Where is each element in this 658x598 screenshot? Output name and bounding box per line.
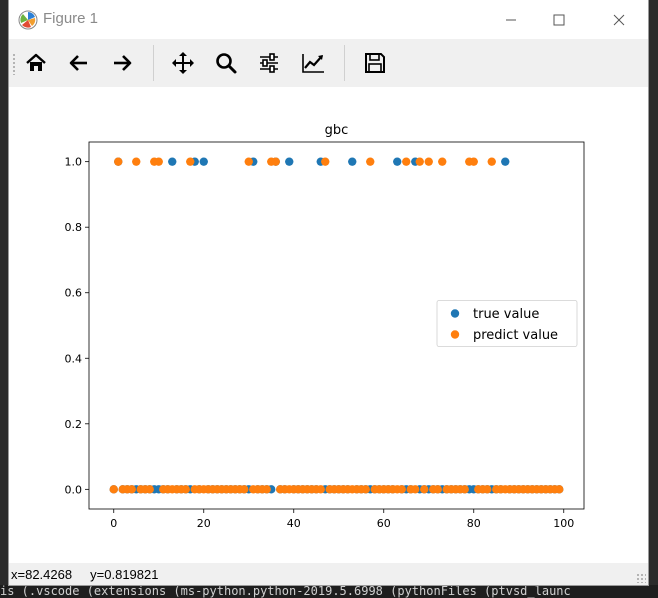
- close-icon: [613, 14, 625, 25]
- legend-entry: predict value: [473, 328, 558, 343]
- y-tick-label: 0.4: [65, 352, 83, 365]
- predict-value-point: [127, 485, 136, 494]
- background-editor-right: [648, 0, 658, 597]
- predict-value-point: [262, 485, 271, 494]
- x-tick-label: 0: [110, 517, 117, 530]
- toolbar-grip[interactable]: [12, 53, 16, 75]
- pan-button[interactable]: [165, 45, 201, 81]
- predict-value-point: [397, 485, 406, 494]
- background-terminal: [0, 585, 658, 597]
- x-tick-label: 20: [197, 517, 211, 530]
- predict-value-point: [109, 485, 118, 494]
- legend-box: [436, 300, 578, 347]
- legend-marker: [450, 309, 460, 318]
- background-terminal-text: is (.vscode (extensions (ms-python.pytho…: [0, 584, 571, 598]
- predict-value-point: [316, 485, 325, 494]
- predict-value-point: [433, 485, 442, 494]
- matplotlib-logo-icon: [18, 10, 38, 30]
- cursor-x-readout: x=82.4268: [11, 567, 73, 582]
- status-bar: x=82.4268 y=0.819821: [9, 563, 648, 585]
- chart-title: gbc: [325, 123, 349, 138]
- legend-marker: [450, 330, 460, 339]
- sliders-icon: [260, 53, 278, 73]
- true-value-point: [501, 157, 510, 166]
- edit-axis-button[interactable]: [295, 45, 331, 81]
- minimize-button[interactable]: [488, 0, 534, 39]
- toolbar-separator: [344, 45, 345, 81]
- true-value-point: [285, 157, 294, 166]
- move-icon: [172, 52, 194, 74]
- predict-value-point: [240, 485, 249, 494]
- predict-value-point: [438, 157, 447, 166]
- predict-value-point: [145, 485, 154, 494]
- true-value-point: [168, 157, 177, 166]
- legend-entry: true value: [473, 307, 539, 322]
- predict-value-point: [186, 157, 195, 166]
- true-value-point: [348, 157, 357, 166]
- y-tick-label: 0.8: [65, 221, 83, 234]
- subplots-button[interactable]: [251, 45, 287, 81]
- predict-value-point: [366, 157, 375, 166]
- toolbar-separator: [153, 45, 154, 81]
- true-value-point: [393, 157, 402, 166]
- save-button[interactable]: [357, 45, 393, 81]
- y-tick-label: 0.6: [65, 287, 83, 300]
- figure-window: Figure 1: [9, 0, 648, 585]
- figure-canvas[interactable]: 0 20 40 60 80 100 0.0 0.2 0.4 0.6 0.8 1.0 gbc true va…: [9, 87, 648, 563]
- axes-frame: [88, 141, 585, 510]
- x-tick-label: 80: [467, 517, 481, 530]
- x-tick-label: 60: [377, 517, 391, 530]
- predict-value-point: [469, 157, 478, 166]
- predict-value-point: [244, 157, 253, 166]
- home-icon: [26, 53, 46, 71]
- predict-value-point: [487, 157, 496, 166]
- true-value-point: [199, 157, 208, 166]
- x-tick-label: 40: [287, 517, 301, 530]
- predict-value-point: [402, 157, 411, 166]
- predict-value-point: [271, 157, 280, 166]
- predict-value-point: [411, 485, 420, 494]
- y-tick-label: 0.2: [65, 418, 83, 431]
- scatter-chart[interactable]: 0 20 40 60 80 100 0.0 0.2 0.4 0.6 0.8 1.0 gbc true va…: [9, 87, 648, 563]
- predict-value-point: [154, 157, 163, 166]
- predict-value-point: [181, 485, 190, 494]
- x-tick-label: 100: [553, 517, 574, 530]
- predict-value-point: [424, 157, 433, 166]
- close-button[interactable]: [596, 0, 642, 39]
- predict-value-point: [483, 485, 492, 494]
- cursor-coordinates: x=82.4268 y=0.819821: [11, 567, 158, 582]
- predict-value-point: [415, 157, 424, 166]
- predict-value-point: [132, 157, 141, 166]
- cursor-y-readout: y=0.819821: [90, 567, 159, 582]
- predict-value-point: [321, 157, 330, 166]
- arrow-right-icon: [114, 55, 132, 71]
- back-button[interactable]: [61, 45, 97, 81]
- floppy-disk-icon: [365, 53, 385, 73]
- resize-grip[interactable]: [636, 573, 646, 583]
- predict-value-point: [361, 485, 370, 494]
- magnifier-icon: [216, 53, 237, 74]
- y-tick-label: 0.0: [65, 483, 83, 496]
- minimize-icon: [506, 19, 516, 20]
- arrow-left-icon: [69, 55, 87, 71]
- chart-line-icon: [302, 54, 324, 73]
- predict-value-point: [460, 485, 469, 494]
- maximize-icon: [553, 14, 565, 25]
- predict-value-point: [555, 485, 564, 494]
- navigation-toolbar: [9, 39, 648, 87]
- predict-value-point: [114, 157, 123, 166]
- title-bar[interactable]: Figure 1: [9, 0, 648, 39]
- y-tick-label: 1.0: [65, 156, 83, 169]
- predict-value-point: [420, 485, 429, 494]
- window-title: Figure 1: [43, 10, 99, 27]
- maximize-button[interactable]: [536, 0, 582, 39]
- home-button[interactable]: [18, 45, 54, 81]
- background-editor-left: [0, 0, 9, 597]
- forward-button[interactable]: [104, 45, 140, 81]
- zoom-button[interactable]: [208, 45, 244, 81]
